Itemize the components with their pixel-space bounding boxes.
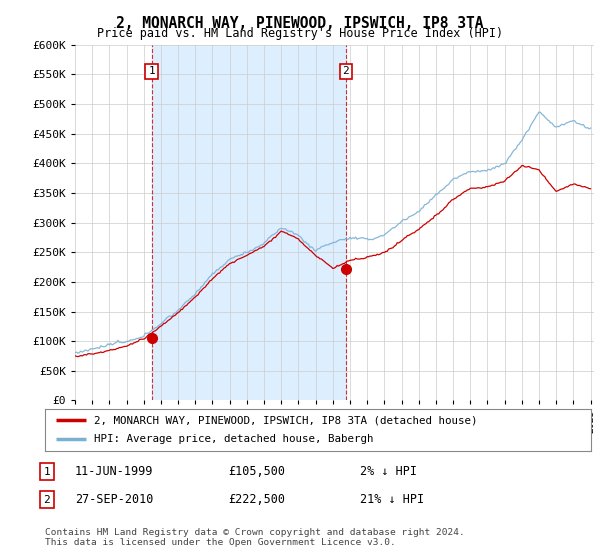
Text: 2% ↓ HPI: 2% ↓ HPI bbox=[360, 465, 417, 478]
Text: Price paid vs. HM Land Registry's House Price Index (HPI): Price paid vs. HM Land Registry's House … bbox=[97, 27, 503, 40]
Text: Contains HM Land Registry data © Crown copyright and database right 2024.
This d: Contains HM Land Registry data © Crown c… bbox=[45, 528, 465, 547]
Text: 11-JUN-1999: 11-JUN-1999 bbox=[75, 465, 154, 478]
Text: £222,500: £222,500 bbox=[228, 493, 285, 506]
Bar bbox=[152, 45, 346, 400]
Text: 1: 1 bbox=[148, 67, 155, 77]
Text: HPI: Average price, detached house, Babergh: HPI: Average price, detached house, Babe… bbox=[94, 435, 374, 445]
Text: 2, MONARCH WAY, PINEWOOD, IPSWICH, IP8 3TA (detached house): 2, MONARCH WAY, PINEWOOD, IPSWICH, IP8 3… bbox=[94, 415, 478, 425]
Text: 21% ↓ HPI: 21% ↓ HPI bbox=[360, 493, 424, 506]
Text: 1: 1 bbox=[43, 466, 50, 477]
Text: 2, MONARCH WAY, PINEWOOD, IPSWICH, IP8 3TA: 2, MONARCH WAY, PINEWOOD, IPSWICH, IP8 3… bbox=[116, 16, 484, 31]
Text: £105,500: £105,500 bbox=[228, 465, 285, 478]
Text: 27-SEP-2010: 27-SEP-2010 bbox=[75, 493, 154, 506]
Text: 2: 2 bbox=[342, 67, 349, 77]
Text: 2: 2 bbox=[43, 494, 50, 505]
